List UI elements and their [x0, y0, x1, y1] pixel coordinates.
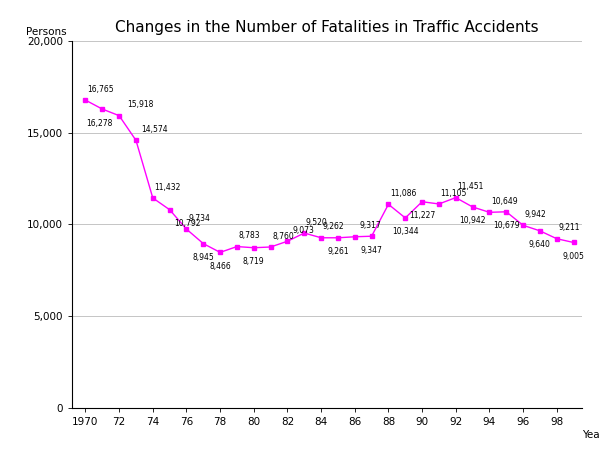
- Text: 8,945: 8,945: [193, 253, 214, 262]
- Text: 11,451: 11,451: [457, 182, 484, 191]
- Text: 16,278: 16,278: [86, 119, 112, 128]
- Text: 8,719: 8,719: [243, 257, 265, 266]
- Text: 10,792: 10,792: [175, 219, 201, 228]
- Title: Changes in the Number of Fatalities in Traffic Accidents: Changes in the Number of Fatalities in T…: [115, 20, 539, 35]
- Text: 9,520: 9,520: [306, 217, 328, 226]
- Text: 9,261: 9,261: [327, 247, 349, 256]
- Text: 9,640: 9,640: [529, 241, 551, 250]
- Text: 10,942: 10,942: [460, 217, 486, 226]
- Text: Year: Year: [582, 430, 600, 440]
- Text: 11,105: 11,105: [440, 188, 467, 198]
- Text: 8,760: 8,760: [272, 231, 294, 241]
- Text: 9,005: 9,005: [563, 252, 584, 261]
- Text: 11,432: 11,432: [154, 183, 181, 192]
- Text: 10,649: 10,649: [491, 197, 518, 206]
- Text: Persons: Persons: [26, 27, 67, 37]
- Text: 11,086: 11,086: [390, 189, 416, 198]
- Text: 9,734: 9,734: [188, 214, 210, 223]
- Text: 16,765: 16,765: [87, 85, 114, 94]
- Text: 9,262: 9,262: [323, 222, 344, 231]
- Text: 11,227: 11,227: [409, 211, 435, 220]
- Text: 10,679: 10,679: [493, 222, 520, 230]
- Text: 9,347: 9,347: [361, 246, 383, 255]
- Text: 10,344: 10,344: [392, 227, 419, 236]
- Text: 9,211: 9,211: [559, 223, 580, 232]
- Text: 8,466: 8,466: [209, 262, 231, 271]
- Text: 9,942: 9,942: [525, 210, 547, 219]
- Text: 15,918: 15,918: [128, 100, 154, 109]
- Text: 8,783: 8,783: [239, 231, 260, 240]
- Text: 9,317: 9,317: [360, 222, 382, 230]
- Text: 9,073: 9,073: [292, 226, 314, 235]
- Text: 14,574: 14,574: [141, 125, 167, 134]
